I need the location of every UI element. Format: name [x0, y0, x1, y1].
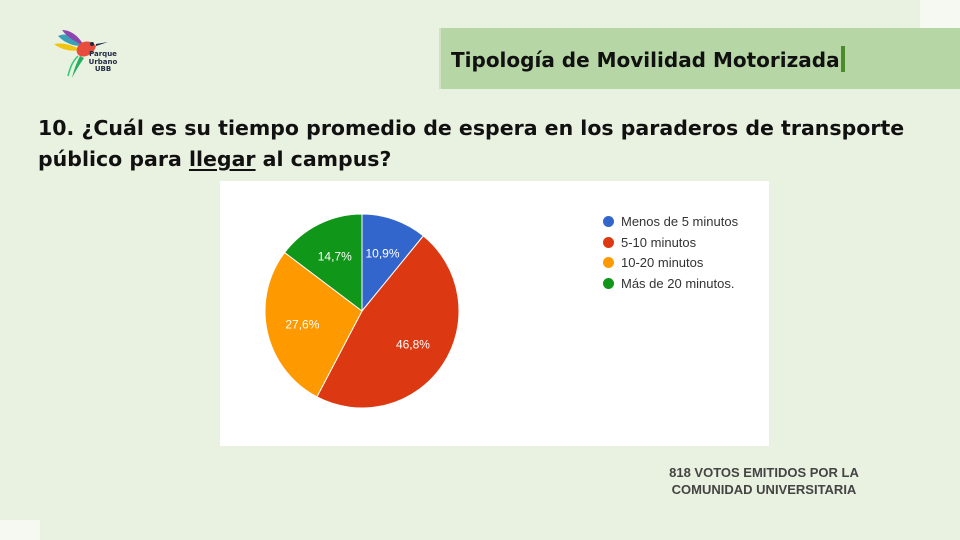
legend-item: 5-10 minutos	[603, 232, 738, 253]
pie-slice	[361, 213, 425, 313]
question-after: al campus?	[255, 147, 392, 171]
logo-text: Parque Urbano UBB	[88, 50, 118, 74]
slice-label: 27,6%	[285, 317, 319, 331]
votes-caption-line: 818 VOTOS EMITIDOS POR LA	[669, 465, 859, 480]
legend-label: Más de 20 minutos.	[621, 275, 735, 291]
logo-line: Parque	[89, 50, 117, 58]
legend-swatch-icon	[603, 215, 614, 227]
chart-card: 10,9% 46,8% 27,6% 14,7%	[220, 181, 769, 446]
question-before: 10. ¿Cuál es su tiempo promedio de esper…	[38, 116, 905, 171]
page-title-text: Tipología de Movilidad Motorizada	[451, 48, 840, 72]
legend-label: Menos de 5 minutos	[621, 213, 739, 229]
legend-label: 5-10 minutos	[621, 234, 697, 250]
text-cursor	[840, 46, 845, 72]
chart-legend: Menos de 5 minutos 5-10 minutos 10-20 minu…	[603, 211, 738, 294]
legend-swatch-icon	[603, 277, 614, 289]
slice-label: 10,9%	[366, 246, 400, 260]
legend-item: Más de 20 minutos.	[603, 273, 738, 294]
pie-slice	[283, 213, 363, 313]
votes-caption: 818 VOTOS EMITIDOS POR LA COMUNIDAD UNIV…	[654, 464, 874, 498]
slice-label: 46,8%	[396, 338, 430, 352]
question-text: 10. ¿Cuál es su tiempo promedio de esper…	[38, 113, 918, 175]
pie-slice	[264, 251, 363, 398]
pie-chart: 10,9% 46,8% 27,6% 14,7%	[264, 213, 460, 409]
pie-slice	[316, 235, 460, 409]
legend-item: 10-20 minutos	[603, 252, 738, 273]
legend-swatch-icon	[603, 236, 614, 248]
legend-item: Menos de 5 minutos	[603, 211, 738, 232]
votes-caption-line: COMUNIDAD UNIVERSITARIA	[671, 482, 857, 497]
logo-line: UBB	[94, 65, 112, 73]
legend-swatch-icon	[603, 257, 614, 269]
corner-decoration	[0, 520, 40, 540]
logo-line: Urbano	[88, 57, 118, 66]
corner-decoration	[920, 0, 960, 28]
slice-label: 14,7%	[318, 249, 352, 263]
page-title: Tipología de Movilidad Motorizada	[451, 46, 845, 72]
legend-label: 10-20 minutos	[621, 255, 704, 271]
hummingbird-logo-icon	[54, 30, 108, 78]
question-underlined: llegar	[188, 147, 256, 171]
title-banner: Tipología de Movilidad Motorizada	[439, 28, 960, 89]
